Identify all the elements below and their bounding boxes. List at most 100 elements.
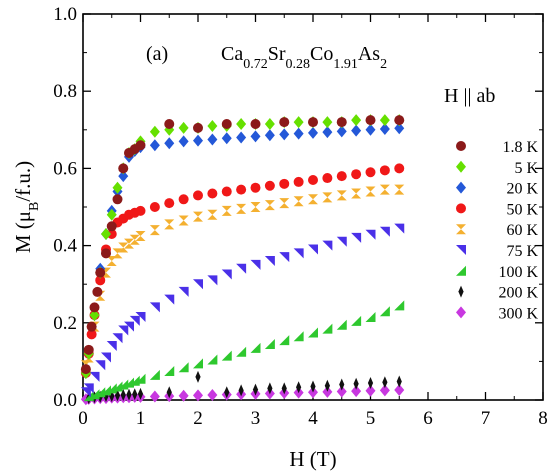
data-point-100k bbox=[322, 323, 333, 334]
data-point-1p8k bbox=[164, 119, 175, 130]
y-axis-label-tail: /f.u.) bbox=[11, 161, 35, 202]
data-point-5k bbox=[264, 118, 275, 131]
data-point-60k bbox=[394, 184, 405, 195]
data-point-20k bbox=[293, 127, 304, 140]
data-point-200k bbox=[132, 388, 138, 401]
legend-marker-50k bbox=[456, 203, 466, 214]
data-point-200k bbox=[137, 387, 144, 400]
data-point-50k bbox=[236, 184, 247, 195]
data-point-200k bbox=[195, 370, 201, 383]
formula-element: Ca bbox=[221, 43, 243, 65]
data-point-1p8k bbox=[89, 302, 100, 313]
data-point-60k bbox=[293, 196, 304, 207]
data-point-100k bbox=[236, 346, 247, 357]
legend-label-1p8k: 1.8 K bbox=[502, 139, 538, 156]
data-point-5k bbox=[112, 181, 123, 194]
data-point-5k bbox=[101, 228, 111, 241]
data-point-100k bbox=[207, 354, 218, 365]
data-point-1p8k bbox=[221, 119, 232, 130]
data-point-100k bbox=[250, 342, 261, 353]
data-point-100k bbox=[394, 300, 405, 311]
data-point-200k bbox=[224, 386, 230, 399]
data-point-75k bbox=[135, 312, 146, 323]
data-point-50k bbox=[193, 190, 203, 201]
legend-marker-75k bbox=[456, 245, 466, 255]
data-point-20k bbox=[149, 139, 160, 152]
data-point-60k bbox=[193, 211, 203, 222]
data-point-100k bbox=[336, 319, 347, 330]
series-200k bbox=[86, 370, 402, 405]
data-point-200k bbox=[396, 375, 402, 388]
data-point-50k bbox=[379, 165, 390, 176]
data-point-60k bbox=[106, 256, 117, 267]
data-point-20k bbox=[279, 128, 290, 141]
x-tick-label: 2 bbox=[193, 408, 203, 429]
data-point-20k bbox=[365, 123, 376, 136]
data-point-200k bbox=[353, 377, 359, 390]
legend-marker-200k bbox=[458, 285, 464, 298]
data-point-60k bbox=[308, 194, 318, 205]
data-point-200k bbox=[267, 382, 273, 395]
data-point-75k bbox=[124, 321, 134, 332]
x-tick-label: 1 bbox=[136, 408, 146, 429]
data-point-1p8k bbox=[86, 321, 97, 332]
data-point-75k bbox=[112, 333, 123, 344]
legend-marker-300k bbox=[456, 306, 466, 319]
data-point-200k bbox=[252, 383, 259, 396]
data-point-1p8k bbox=[106, 221, 117, 232]
data-point-100k bbox=[308, 327, 318, 338]
legend-item-5k: 5 K bbox=[456, 160, 538, 177]
data-point-60k bbox=[135, 230, 146, 241]
data-point-50k bbox=[365, 167, 376, 178]
data-point-75k bbox=[264, 256, 275, 267]
y-tick-label: 0.6 bbox=[53, 158, 77, 179]
y-tick-label: 0.2 bbox=[53, 313, 77, 334]
field-direction-label: H || ab bbox=[444, 85, 495, 107]
legend-label-60k: 60 K bbox=[506, 222, 538, 239]
data-point-100k bbox=[365, 312, 376, 323]
formula-element: As bbox=[358, 43, 380, 65]
data-point-100k bbox=[264, 339, 275, 350]
data-point-200k bbox=[324, 379, 330, 392]
x-tick-label: 4 bbox=[308, 408, 318, 429]
data-point-20k bbox=[264, 129, 275, 142]
data-point-200k bbox=[367, 377, 374, 390]
data-point-200k bbox=[382, 376, 388, 389]
legend-item-100k: 100 K bbox=[456, 264, 538, 281]
data-point-75k bbox=[89, 371, 100, 382]
data-point-50k bbox=[322, 173, 333, 184]
data-point-50k bbox=[164, 198, 175, 209]
data-point-1p8k bbox=[112, 194, 123, 205]
legend-item-75k: 75 K bbox=[456, 243, 538, 260]
data-point-75k bbox=[106, 340, 117, 351]
data-point-1p8k bbox=[83, 344, 94, 355]
data-point-20k bbox=[351, 124, 362, 137]
data-point-50k bbox=[95, 275, 106, 286]
data-point-60k bbox=[118, 242, 129, 253]
data-point-60k bbox=[129, 234, 140, 245]
data-point-20k bbox=[164, 137, 175, 150]
data-point-1p8k bbox=[92, 286, 103, 297]
data-point-1p8k bbox=[95, 267, 106, 278]
data-point-100k bbox=[379, 306, 390, 317]
data-point-50k bbox=[394, 163, 405, 174]
data-point-50k bbox=[135, 205, 146, 216]
data-point-300k bbox=[379, 384, 390, 397]
data-point-20k bbox=[193, 134, 203, 147]
data-point-75k bbox=[221, 269, 232, 280]
legend-item-1p8k: 1.8 K bbox=[456, 139, 538, 156]
data-point-50k bbox=[351, 169, 362, 180]
legend-item-20k: 20 K bbox=[456, 181, 538, 198]
data-point-60k bbox=[336, 190, 347, 201]
data-point-20k bbox=[336, 125, 347, 138]
data-point-75k bbox=[308, 244, 318, 255]
data-point-75k bbox=[118, 325, 129, 336]
data-point-5k bbox=[379, 114, 390, 127]
data-point-20k bbox=[322, 126, 333, 139]
data-point-50k bbox=[106, 229, 117, 240]
data-point-300k bbox=[193, 389, 203, 402]
series-60k bbox=[80, 184, 405, 371]
data-point-75k bbox=[149, 302, 160, 313]
data-point-75k bbox=[129, 315, 140, 326]
